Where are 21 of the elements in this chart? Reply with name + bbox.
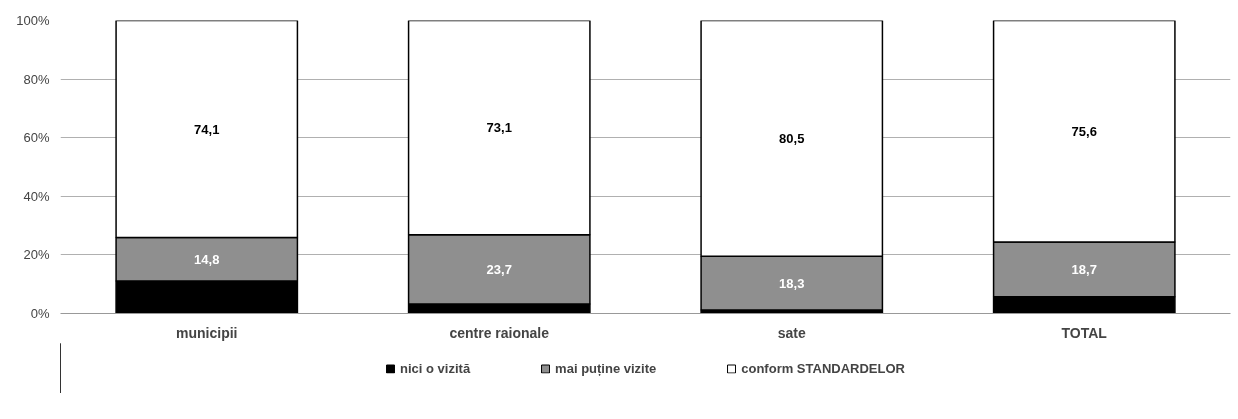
legend-label: nici o vizită [400, 360, 471, 376]
data-label: 18,3 [779, 275, 805, 291]
y-tick-label: 40% [23, 188, 50, 204]
data-label: 14,8 [194, 251, 220, 267]
y-tick-label: 0% [30, 306, 50, 321]
x-tick-label: municipii [176, 324, 238, 341]
data-label: 18,7 [1071, 261, 1097, 277]
y-tick-label: 20% [23, 247, 50, 263]
data-label: 75,6 [1071, 123, 1097, 139]
data-label: 80,5 [779, 130, 805, 146]
y-tick-label: 60% [23, 130, 50, 146]
data-label: 74,1 [194, 121, 220, 137]
y-tick-label: 100% [16, 13, 50, 28]
x-tick-label: TOTAL [1061, 324, 1108, 341]
x-tick-label: sate [777, 324, 806, 341]
legend-label: conform STANDARDELOR [741, 360, 905, 376]
data-label: 73,1 [486, 120, 512, 136]
data-label: 23,7 [486, 261, 512, 277]
y-tick-label: 80% [23, 71, 50, 87]
legend-label: mai puține vizite [555, 360, 657, 376]
x-tick-label: centre raionale [449, 324, 550, 341]
